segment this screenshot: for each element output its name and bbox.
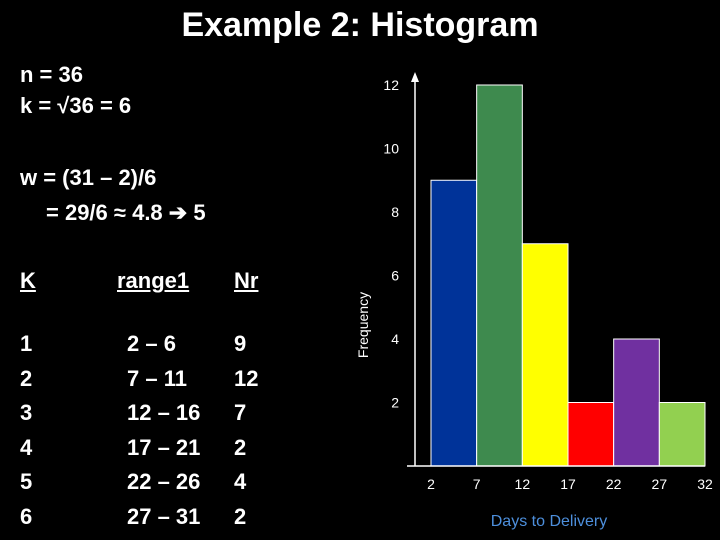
histogram-bar (613, 338, 660, 467)
x-tick-label: 17 (560, 476, 576, 492)
nr-cell: 7 (234, 400, 247, 425)
width-result: = 29/6 ≈ 4.8 ➔ 5 (46, 200, 206, 225)
header-k: K (20, 268, 36, 293)
y-tick-label: 4 (391, 331, 399, 347)
nr-cell: 2 (234, 434, 247, 460)
x-tick-label: 32 (697, 476, 713, 492)
range-cell: 27 – 31 (127, 503, 201, 529)
y-axis-arrowhead (411, 72, 419, 82)
nr-cell: 2 (234, 503, 247, 529)
x-tick-label: 7 (473, 476, 481, 492)
range-column: 2 – 6 7 – 11 12 – 16 17 – 21 22 – 26 27 … (127, 327, 200, 534)
x-tick-label: 2 (427, 476, 435, 492)
histogram-bar (430, 179, 478, 467)
x-tick-label: 12 (515, 476, 531, 492)
k-formula: k = √36 = 6 (20, 93, 132, 118)
axes-layer (407, 72, 705, 467)
x-tick-labels: 2 7 12 17 22 27 32 (427, 476, 713, 492)
slide-title: Example 2: Histogram (181, 6, 539, 44)
nr-cell: 9 (234, 331, 247, 356)
y-tick-label: 2 (391, 395, 399, 411)
y-tick-label: 12 (383, 77, 399, 93)
nr-column: 9 12 7 2 4 2 (234, 327, 258, 534)
range-cell: 17 – 21 (127, 434, 201, 460)
histogram-bar (476, 84, 523, 467)
k-cell: 2 (20, 365, 33, 391)
nr-cell: 4 (234, 469, 247, 494)
histogram-bar (658, 402, 706, 467)
k-cell: 4 (20, 434, 33, 460)
y-axis-label: Frequency (355, 292, 371, 358)
bars-layer (430, 84, 706, 467)
k-cell: 3 (20, 400, 33, 425)
n-value: n = 36 (20, 62, 83, 87)
x-tick-label: 22 (606, 476, 622, 492)
k-column: 1 2 3 4 5 6 (20, 327, 32, 534)
y-tick-labels: 2 4 6 8 10 12 (383, 77, 399, 411)
histogram-bar (521, 243, 569, 467)
histogram-bar (567, 402, 615, 467)
y-tick-label: 10 (383, 141, 399, 157)
y-tick-label: 6 (391, 268, 399, 284)
header-range: range1 (117, 268, 190, 293)
range-cell: 2 – 6 (127, 331, 176, 356)
k-cell: 5 (20, 469, 33, 494)
x-axis-label: Days to Delivery (491, 513, 607, 530)
k-cell: 1 (20, 331, 33, 356)
header-nr: Nr (234, 268, 259, 293)
k-cell: 6 (20, 503, 33, 529)
x-tick-label: 27 (652, 476, 668, 492)
range-cell: 12 – 16 (127, 400, 201, 425)
range-cell: 22 – 26 (127, 469, 201, 494)
width-formula: w = (31 – 2)/6 (20, 165, 157, 190)
y-tick-label: 8 (391, 204, 399, 220)
nr-cell: 12 (234, 365, 259, 391)
range-cell: 7 – 11 (127, 365, 187, 391)
